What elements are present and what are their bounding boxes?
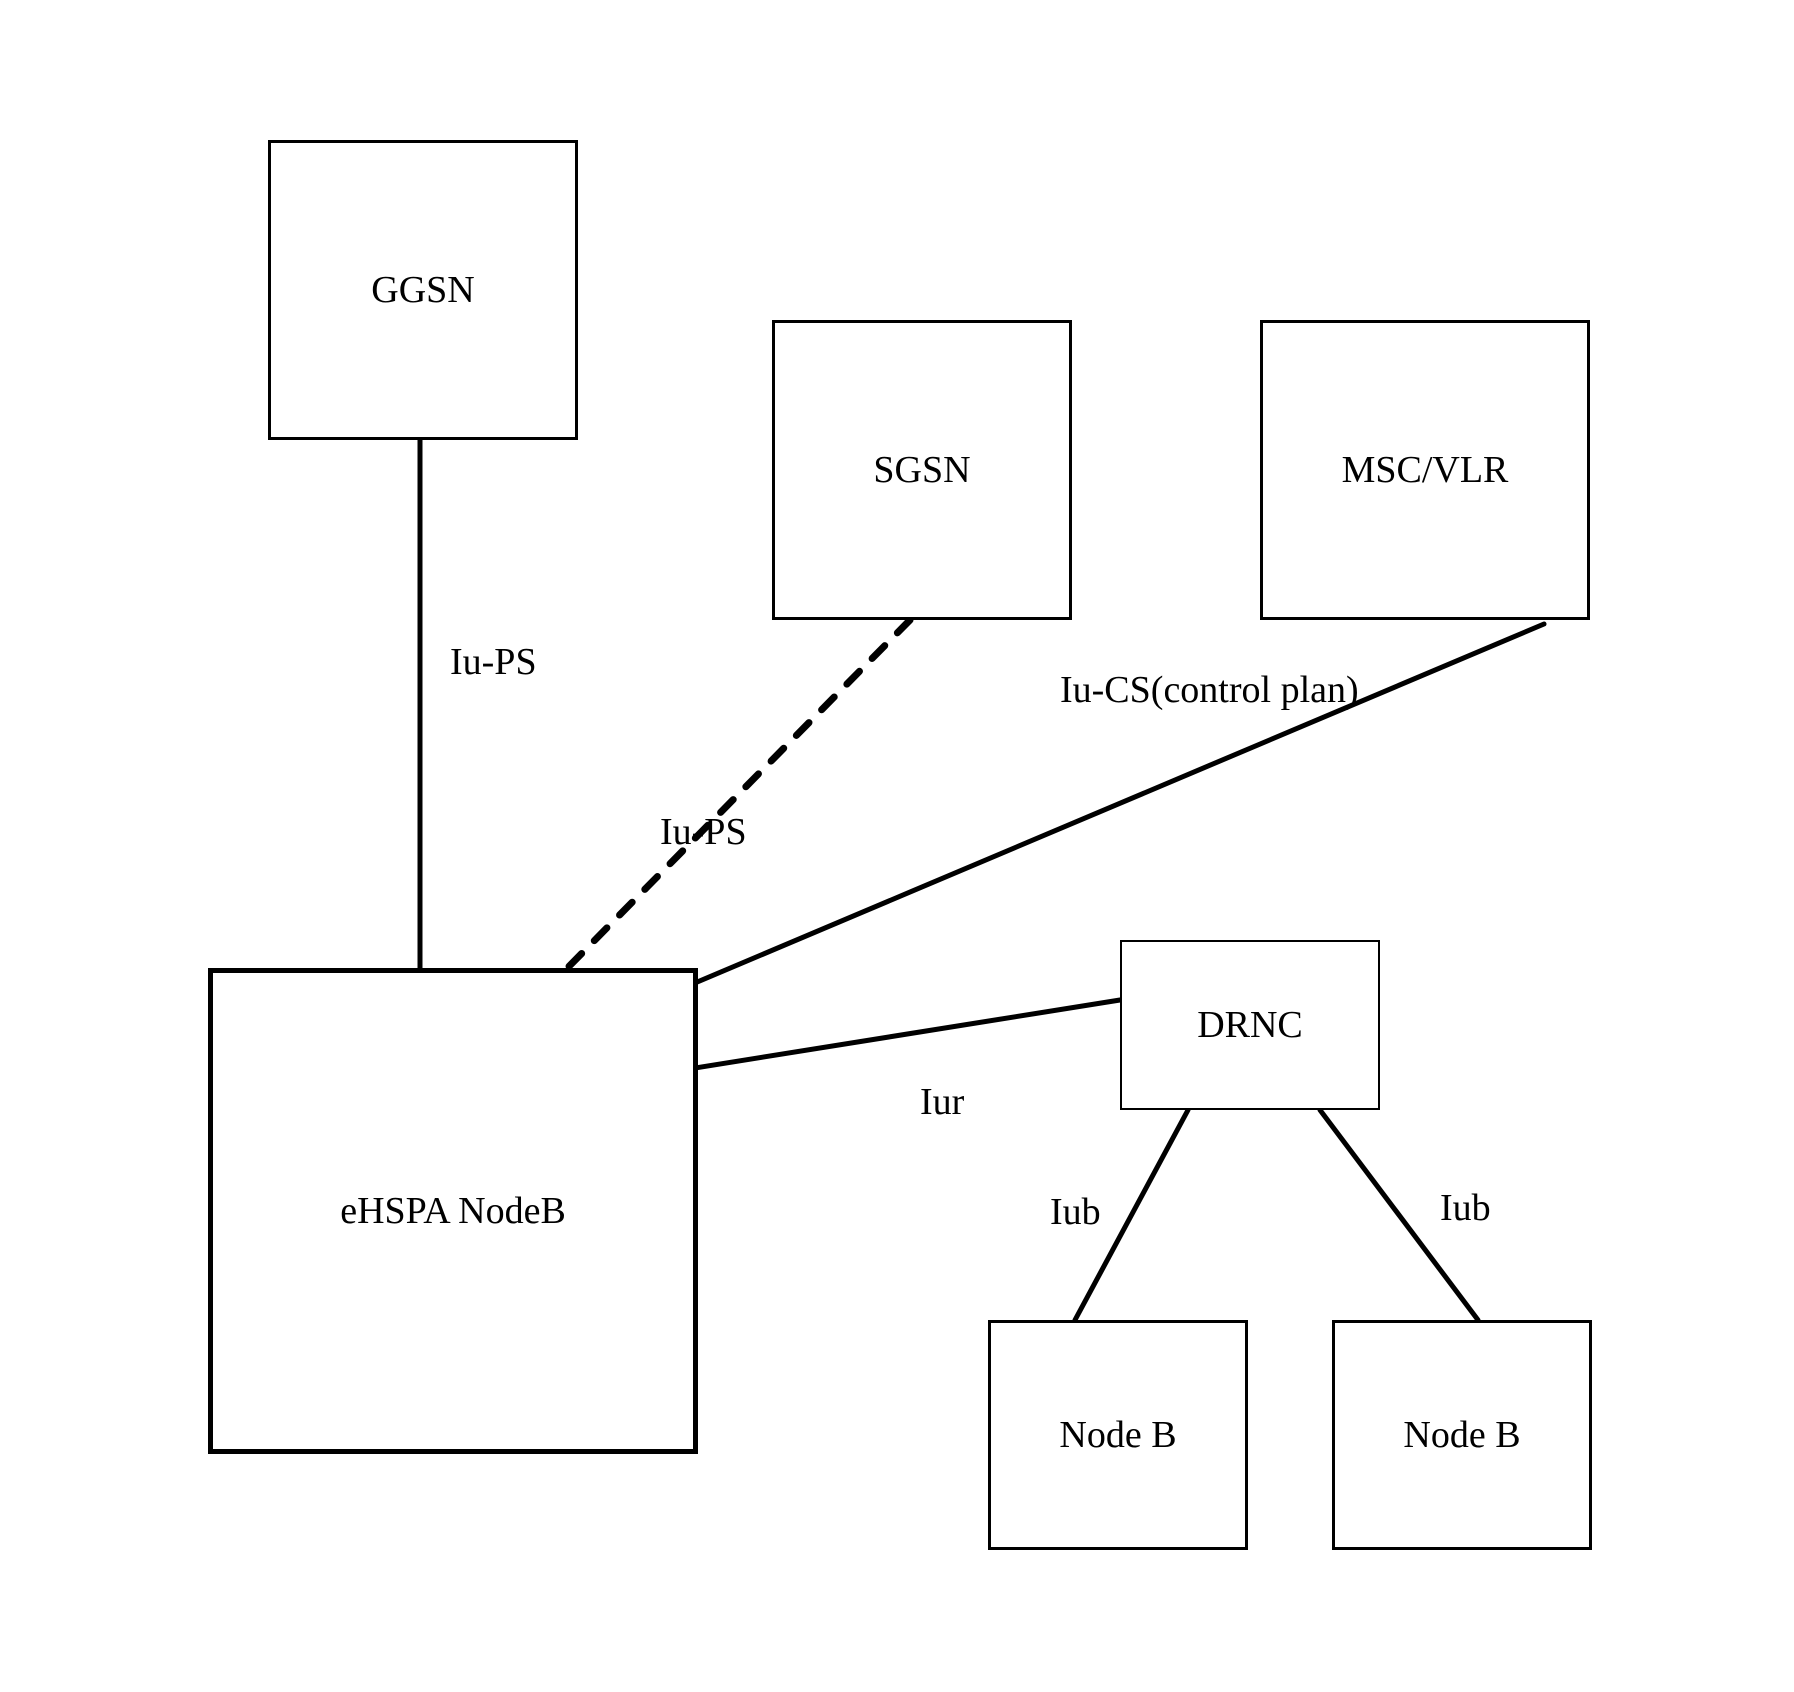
node-nodeb2: Node B bbox=[1332, 1320, 1592, 1550]
node-drnc: DRNC bbox=[1120, 940, 1380, 1110]
node-nodeb1: Node B bbox=[988, 1320, 1248, 1550]
node-label: GGSN bbox=[371, 268, 474, 312]
node-mscvlr: MSC/VLR bbox=[1260, 320, 1590, 620]
node-ggsn: GGSN bbox=[268, 140, 578, 440]
edge-label-iub-2: Iub bbox=[1440, 1186, 1491, 1230]
node-label: SGSN bbox=[873, 448, 970, 492]
node-label: eHSPA NodeB bbox=[340, 1189, 566, 1233]
node-label: Node B bbox=[1059, 1413, 1176, 1457]
edge-label-iub-1: Iub bbox=[1050, 1190, 1101, 1234]
node-ehspa: eHSPA NodeB bbox=[208, 968, 698, 1454]
node-sgsn: SGSN bbox=[772, 320, 1072, 620]
node-label: DRNC bbox=[1197, 1003, 1303, 1047]
node-label: MSC/VLR bbox=[1342, 448, 1509, 492]
edge-label-iu-ps-sgsn: Iu-PS bbox=[660, 810, 747, 854]
edge-label-iu-cs: Iu-CS(control plan) bbox=[1060, 668, 1359, 712]
node-label: Node B bbox=[1403, 1413, 1520, 1457]
network-diagram: GGSN SGSN MSC/VLR DRNC eHSPA NodeB Node … bbox=[0, 0, 1794, 1692]
edge-label-iur: Iur bbox=[920, 1080, 964, 1124]
edge-label-iu-ps-ggsn: Iu-PS bbox=[450, 640, 537, 684]
